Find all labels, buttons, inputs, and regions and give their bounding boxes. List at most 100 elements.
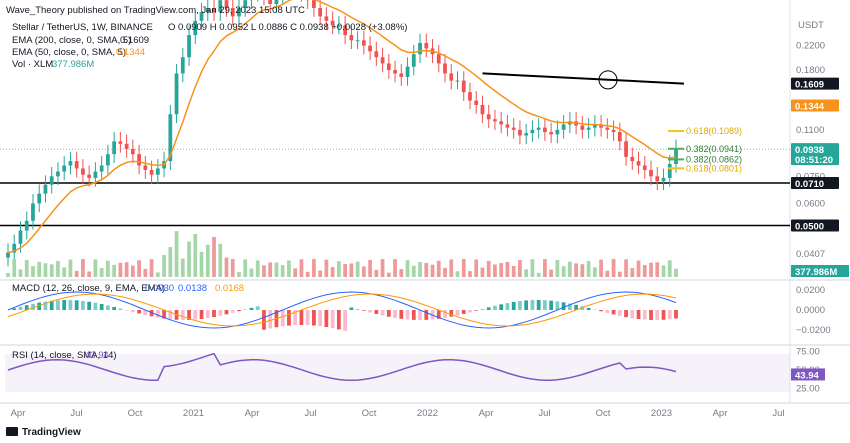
macd-histogram-bar xyxy=(305,310,310,326)
price-tick-label: 0.0600 xyxy=(796,198,825,209)
rsi-pane xyxy=(7,352,677,382)
candle-body xyxy=(168,114,173,162)
candle-body xyxy=(580,125,585,130)
macd-histogram-bar xyxy=(74,300,79,310)
candle-body xyxy=(674,148,678,165)
price-axis-label: 0.0500 xyxy=(795,222,824,233)
macd-value: 0.0030 xyxy=(145,283,174,294)
rsi-tick-label: 75.00 xyxy=(796,347,820,358)
candle-body xyxy=(99,165,104,172)
volume-bar xyxy=(249,268,254,277)
volume-bar xyxy=(624,259,628,277)
candle-body xyxy=(49,176,54,185)
macd-histogram-bar xyxy=(212,310,216,318)
volume-bar xyxy=(205,244,210,277)
macd-histogram-bar xyxy=(143,310,148,316)
candle-body xyxy=(268,0,273,5)
macd-histogram-bar xyxy=(106,305,110,310)
rsi-line xyxy=(7,352,677,382)
macd-histogram-bar xyxy=(237,310,241,312)
macd-histogram-bar xyxy=(624,310,628,318)
volume-bar xyxy=(667,260,672,277)
macd-histogram-bar xyxy=(112,306,117,310)
price-tick-label: 0.0407 xyxy=(796,249,825,260)
fib-level-label: 0.382(0.0862) xyxy=(686,154,742,164)
volume-bar xyxy=(361,266,366,277)
volume-bar xyxy=(511,265,516,277)
volume-bar xyxy=(180,258,185,277)
volume-bar xyxy=(674,268,678,277)
macd-histogram-bar xyxy=(493,305,497,310)
macd-histogram-bar xyxy=(418,310,422,320)
candle-body xyxy=(605,127,610,130)
volume-bar xyxy=(380,259,385,277)
macd-histogram-bar xyxy=(655,310,660,320)
candle-body xyxy=(561,124,566,130)
vol-legend: Vol · XLM xyxy=(12,59,53,70)
macd-histogram-bar xyxy=(343,310,347,331)
macd-histogram-bar xyxy=(543,300,547,310)
candle-body xyxy=(130,148,135,155)
volume-bar xyxy=(337,261,341,277)
volume-bar xyxy=(137,260,141,277)
candle-body xyxy=(237,8,241,17)
price-axis-label-box xyxy=(791,143,839,166)
candle-body xyxy=(436,54,441,64)
macd-histogram-bar xyxy=(468,310,472,313)
volume-bar xyxy=(611,259,616,277)
macd-histogram-bar xyxy=(193,310,198,320)
macd-histogram-bar xyxy=(674,310,678,319)
macd-histogram-bar xyxy=(187,310,191,320)
volume-bar xyxy=(62,267,67,277)
macd-histogram-bar xyxy=(249,307,254,310)
candle-body xyxy=(455,80,460,82)
macd-histogram-bar xyxy=(580,306,585,310)
macd-histogram-bar xyxy=(586,307,591,310)
time-tick-label: Apr xyxy=(245,408,260,419)
price-tick-label: 0.1800 xyxy=(796,65,825,76)
candle-body xyxy=(149,170,154,175)
macd-histogram-bar xyxy=(205,310,210,319)
candle-body xyxy=(224,0,229,9)
candle-body xyxy=(355,40,360,42)
volume-axis-label: 377.986M xyxy=(795,267,837,278)
rsi-axis-label-box xyxy=(791,368,825,381)
ema50-line xyxy=(7,0,677,254)
candle-body xyxy=(218,0,223,13)
volume-bar xyxy=(118,262,123,277)
macd-histogram-bar xyxy=(243,309,248,310)
volume-bar xyxy=(199,251,204,277)
candle-body xyxy=(555,129,560,135)
macd-histogram-bar xyxy=(31,303,35,310)
macd-tick-label: 0.0000 xyxy=(796,305,825,316)
volume-bar xyxy=(555,259,560,277)
macd-histogram-bar xyxy=(37,302,42,310)
macd-histogram-bar xyxy=(411,310,416,320)
macd-histogram-bar xyxy=(87,301,92,310)
candle-body xyxy=(374,51,379,58)
candle-body xyxy=(193,20,198,36)
volume-bar xyxy=(399,269,404,277)
volume-bar xyxy=(168,247,173,277)
macd-signal-value: 0.0168 xyxy=(215,283,244,294)
candle-body xyxy=(405,66,410,77)
macd-histogram-bar xyxy=(374,310,379,314)
candle-body xyxy=(155,168,160,175)
candle-body xyxy=(330,20,335,26)
price-pane: 0.618(0.1089)0.382(0.0941)0.382(0.0862)0… xyxy=(0,0,790,267)
candle-body xyxy=(474,100,479,105)
candle-body xyxy=(318,8,323,17)
price-axis-label-box xyxy=(791,99,839,112)
candle-body xyxy=(499,121,504,125)
macd-histogram-bar xyxy=(12,308,17,310)
macd-histogram-bar xyxy=(293,310,298,326)
macd-histogram-bar xyxy=(511,301,516,310)
macd-histogram-bar xyxy=(561,302,566,310)
volume-bar xyxy=(636,260,641,277)
candle-body xyxy=(81,168,85,175)
volume-bar xyxy=(424,262,429,277)
candle-body xyxy=(630,156,635,162)
volume-bar xyxy=(368,259,372,277)
macd-histogram-bar xyxy=(337,310,341,330)
volume-bar xyxy=(243,259,248,277)
